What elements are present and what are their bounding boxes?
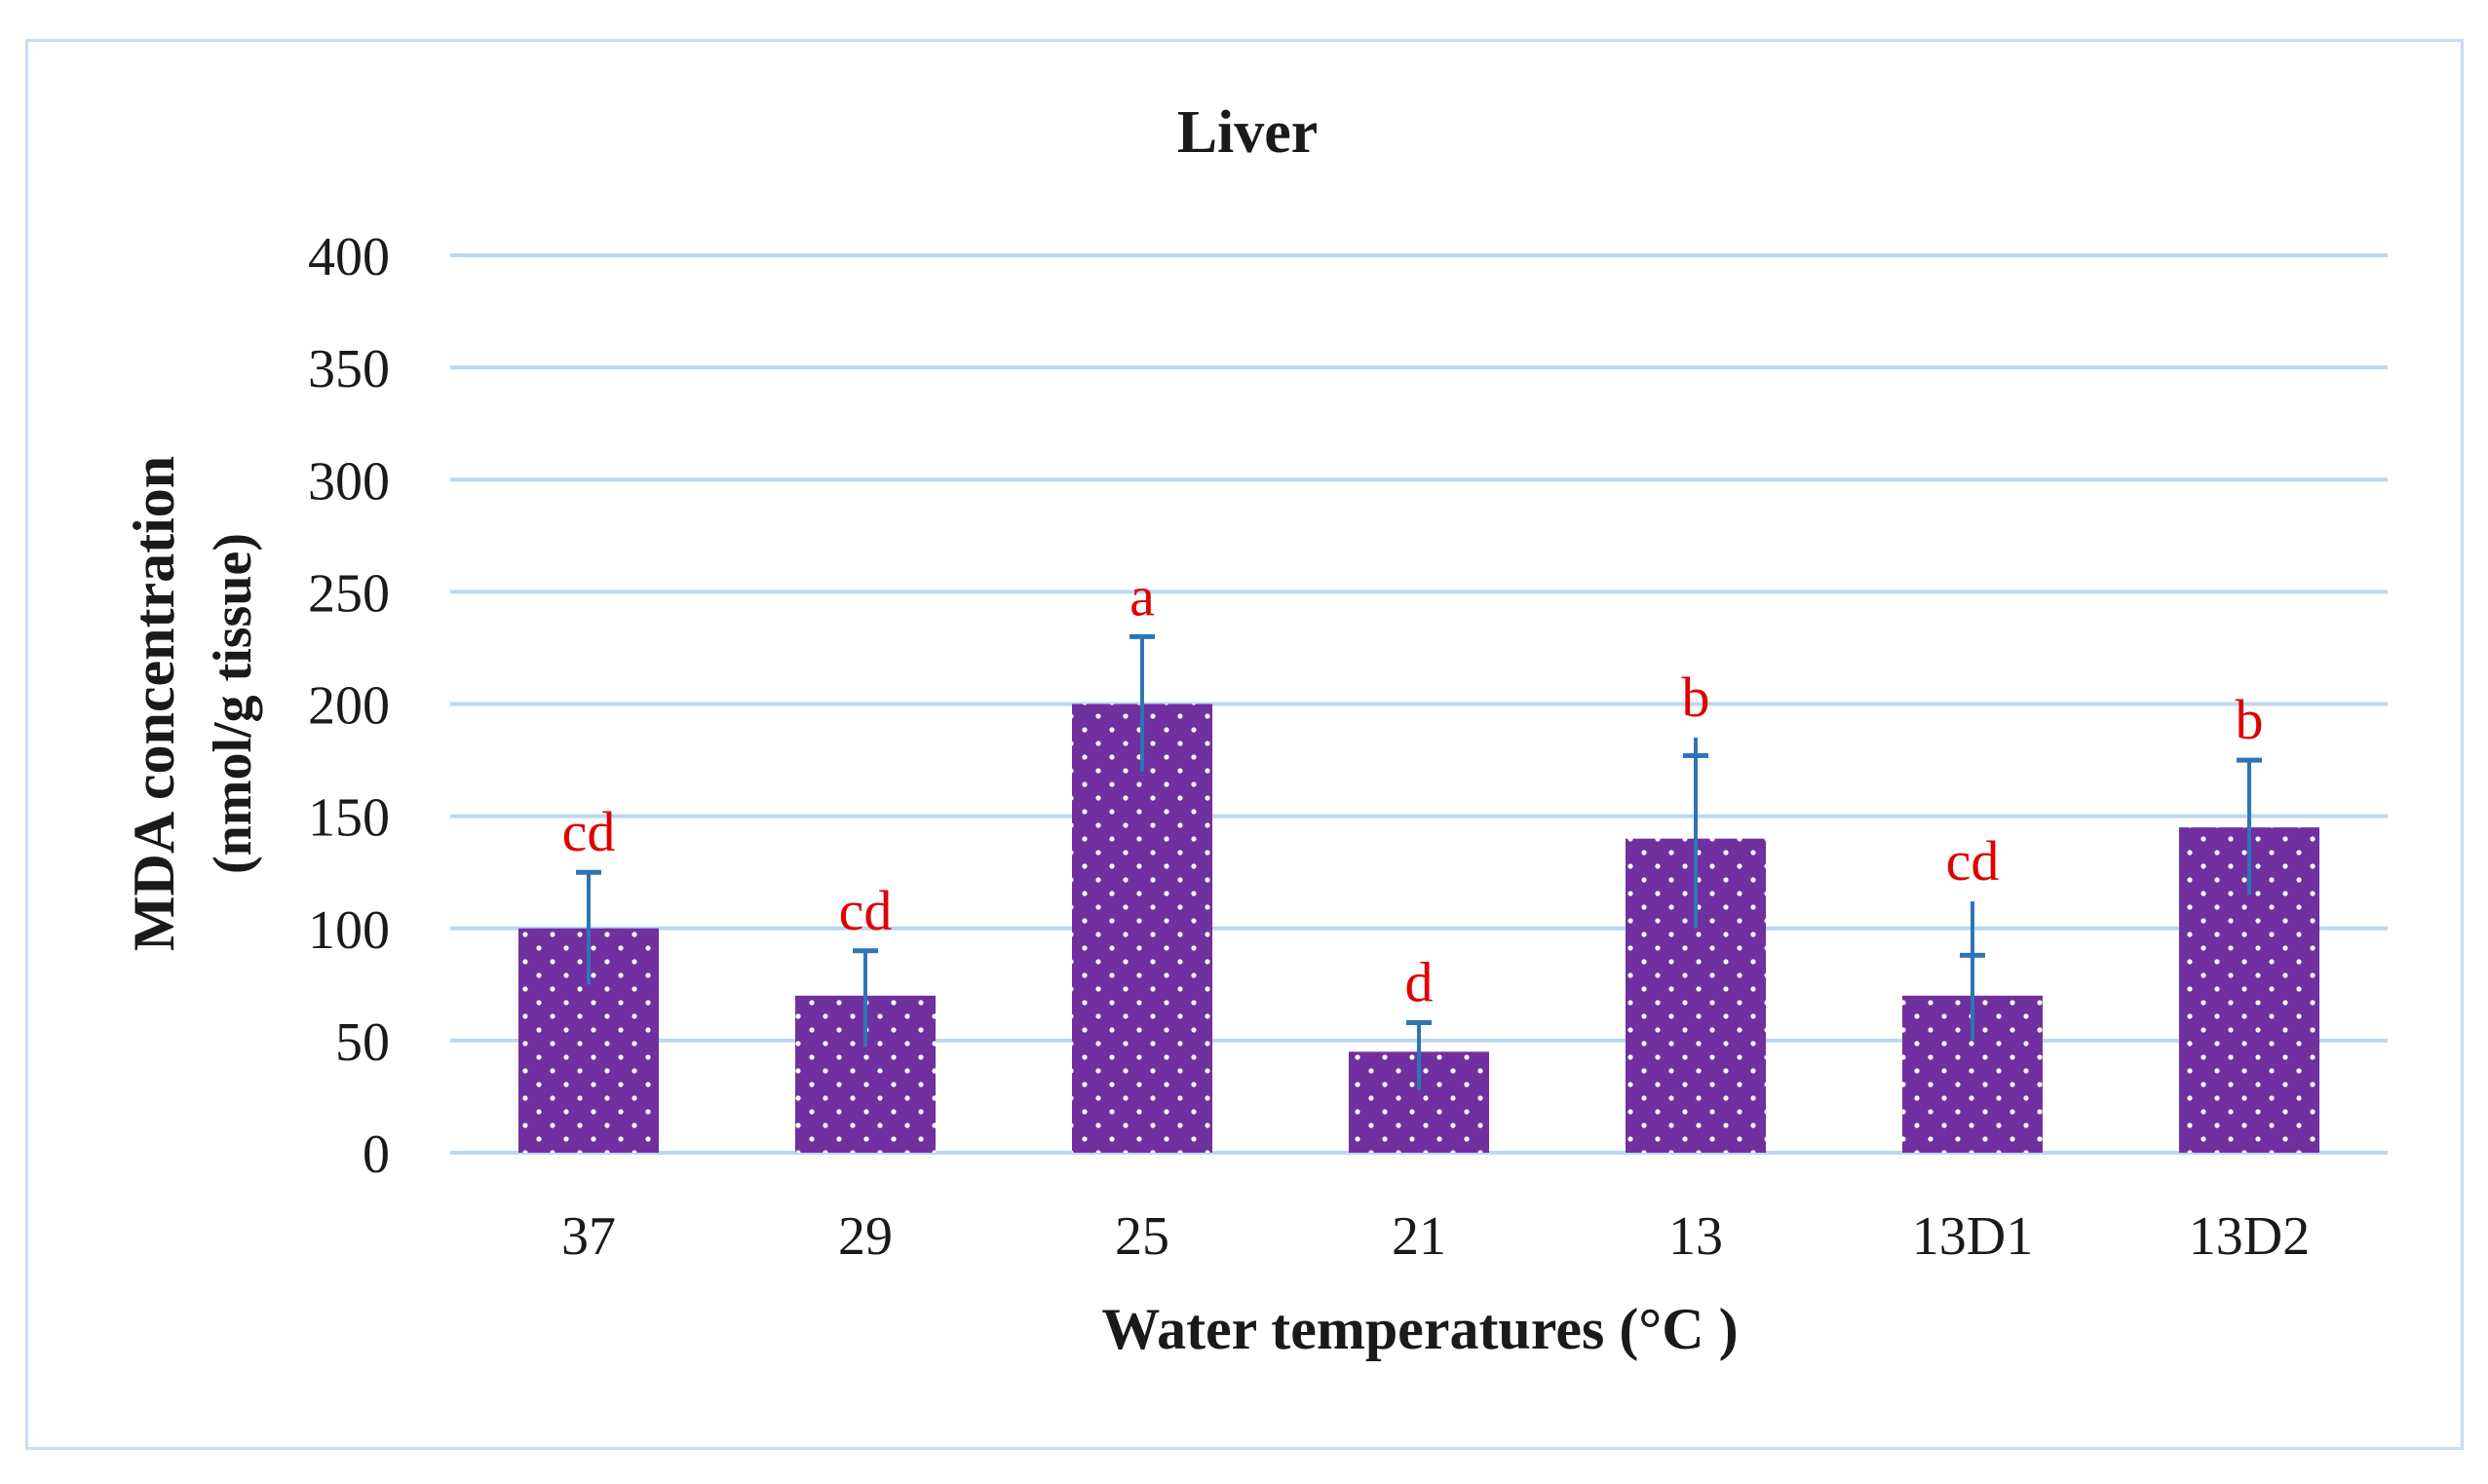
bar-25 [1072, 704, 1212, 1153]
y-tick-label: 300 [308, 451, 390, 512]
y-tick-label: 100 [308, 900, 390, 961]
y-tick-label: 150 [308, 788, 390, 849]
significance-letter-29: cd [839, 879, 893, 942]
chart-title: Liver [1177, 99, 1319, 166]
x-tick-label-13: 13 [1668, 1206, 1723, 1267]
x-axis-label: Water temperatures (°C ) [1101, 1297, 1738, 1361]
y-tick-label: 50 [335, 1012, 390, 1073]
x-tick-label-25: 25 [1115, 1206, 1169, 1267]
y-tick-label: 400 [308, 227, 390, 287]
significance-letter-13: b [1682, 666, 1710, 729]
error-bars [576, 633, 2262, 1090]
significance-letters: cd cd a d b cd b [562, 564, 2264, 1013]
x-tick-labels: 37 29 25 21 13 13D1 13D2 [561, 1206, 2310, 1267]
x-tick-label-13D2: 13D2 [2189, 1206, 2310, 1267]
y-tick-label: 250 [308, 563, 390, 624]
x-tick-label-37: 37 [561, 1206, 616, 1267]
y-axis-label-line1: MDA concentration [122, 456, 186, 951]
x-tick-label-21: 21 [1392, 1206, 1446, 1267]
gridlines [450, 253, 2388, 1155]
significance-letter-13D1: cd [1946, 829, 2000, 893]
x-tick-label-13D1: 13D1 [1912, 1206, 2033, 1267]
y-tick-labels: 0 50 100 150 200 250 300 350 400 [308, 227, 390, 1185]
y-tick-label: 350 [308, 339, 390, 400]
y-tick-label: 0 [363, 1124, 390, 1185]
y-axis-label-line2: (nmol/g tissue) [203, 533, 263, 874]
chart-frame [25, 39, 2464, 1450]
significance-letter-21: d [1405, 950, 1434, 1013]
significance-letter-25: a [1129, 564, 1155, 628]
significance-letter-37: cd [562, 800, 616, 863]
y-tick-label: 200 [308, 676, 390, 737]
x-tick-label-29: 29 [838, 1206, 893, 1267]
significance-letter-13D2: b [2236, 688, 2264, 751]
